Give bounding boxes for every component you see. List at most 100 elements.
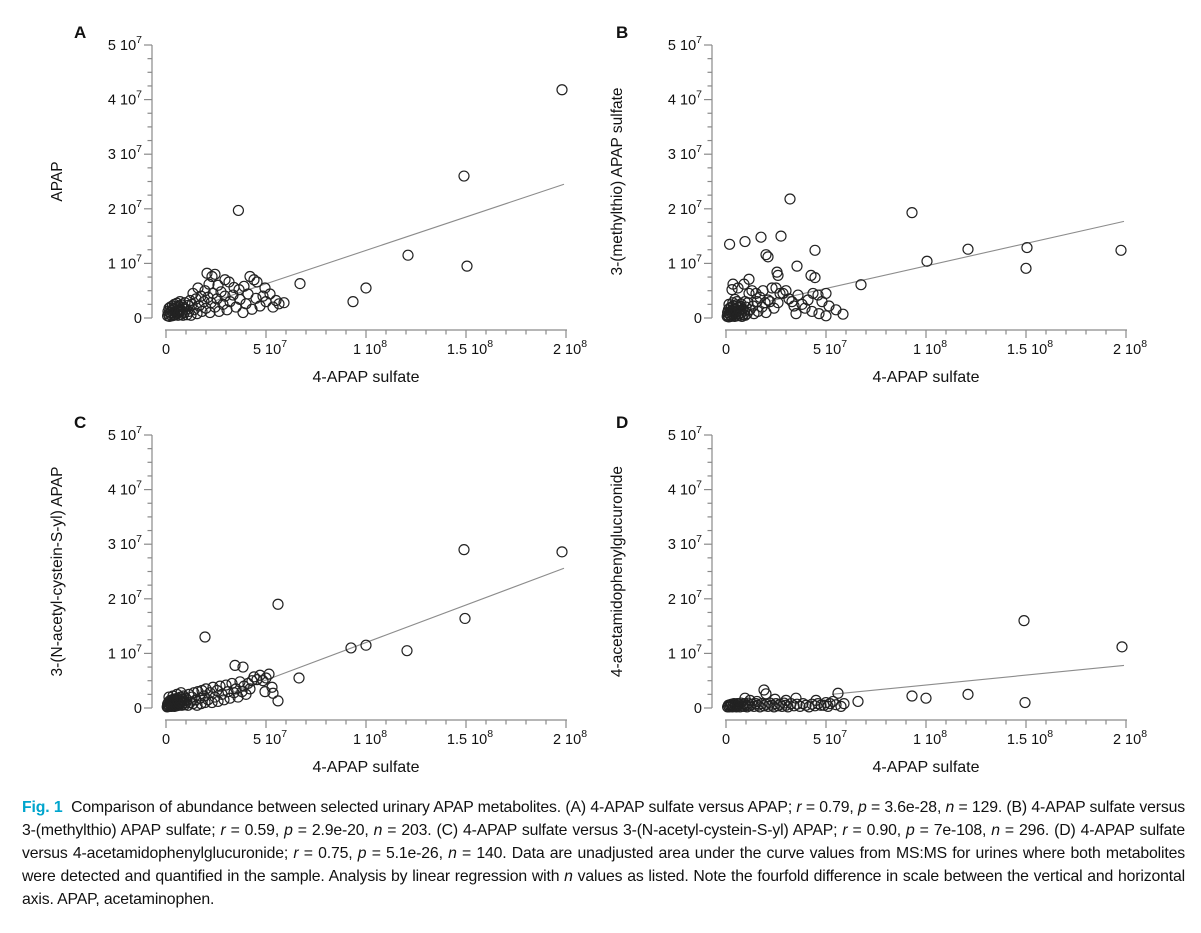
data-point: [556, 546, 568, 558]
x-tick-label: 0: [722, 342, 730, 358]
data-point: [855, 279, 867, 291]
data-point: [345, 642, 357, 654]
caption-text: p: [905, 822, 915, 839]
data-point: [556, 84, 568, 96]
data-point: [1019, 696, 1031, 709]
y-tick-label: 5 107: [668, 34, 702, 54]
y-tick-label: 3 107: [108, 143, 142, 163]
data-point: [459, 612, 471, 625]
data-point: [192, 282, 204, 294]
data-point: [461, 260, 473, 272]
data-point: [727, 297, 739, 309]
x-tick-label: 5 107: [253, 338, 287, 358]
x-tick-label: 2 108: [1113, 338, 1147, 358]
x-tick-label: 1 108: [353, 728, 387, 748]
fit-line: [831, 664, 1125, 695]
data-point: [278, 297, 290, 309]
data-point: [257, 290, 269, 302]
caption-text: n: [564, 868, 573, 885]
y-tick-label: 1 107: [108, 252, 142, 272]
fit-line: [221, 567, 565, 698]
data-point: [272, 598, 284, 610]
data-point: [824, 698, 836, 710]
data-point: [206, 270, 218, 283]
caption-text: r: [796, 799, 802, 816]
data-point: [791, 698, 803, 710]
figure-caption: Fig. 1 Comparison of abundance between s…: [22, 796, 1185, 911]
panel-label: B: [616, 23, 628, 42]
y-tick-label: 4 107: [668, 89, 702, 109]
x-tick-label: 0: [162, 732, 170, 748]
data-point: [755, 231, 767, 243]
data-point: [962, 688, 974, 700]
caption-text: n: [373, 822, 383, 839]
y-axis: 0 1 107 2 107 3 107 4 107 5 107: [668, 424, 713, 717]
x-axis-title: 4-APAP sulfate: [872, 759, 979, 776]
data-point: [750, 287, 762, 300]
data-point: [199, 285, 211, 297]
data-point: [732, 282, 744, 294]
x-tick-label: 1.5 108: [1007, 728, 1053, 748]
y-tick-label: 5 107: [108, 424, 142, 444]
data-point: [809, 271, 821, 284]
data-point: [267, 687, 279, 699]
y-axis: 0 1 107 2 107 3 107 4 107 5 107: [668, 34, 713, 327]
data-point: [232, 204, 244, 217]
data-point: [738, 278, 750, 290]
data-point: [820, 287, 832, 300]
data-point: [744, 694, 756, 706]
data-point: [178, 690, 190, 702]
data-point: [813, 308, 825, 320]
data-point: [203, 278, 215, 290]
x-axis: 0 5 107 1 108 1.5 108 2 108: [722, 719, 1147, 748]
data-point: [921, 255, 933, 267]
data-point: [293, 672, 305, 684]
data-point: [784, 193, 796, 205]
data-point: [250, 292, 262, 304]
data-point: [1116, 641, 1128, 653]
data-point: [807, 287, 819, 300]
fit-line: [215, 183, 565, 302]
data-point: [294, 278, 306, 290]
data-point: [257, 675, 269, 687]
data-point: [1115, 244, 1127, 256]
caption-text: = 0.59,: [225, 822, 285, 839]
data-point: [790, 308, 802, 320]
panel-label: D: [616, 413, 628, 432]
x-axis: 0 5 107 1 108 1.5 108 2 108: [722, 329, 1147, 358]
y-tick-label: 3 107: [668, 143, 702, 163]
x-axis-title: 4-APAP sulfate: [872, 369, 979, 386]
data-point: [760, 688, 772, 700]
data-point: [347, 296, 359, 308]
data-point: [199, 696, 211, 709]
data-point: [852, 695, 864, 708]
data-point: [780, 699, 792, 711]
data-point: [244, 270, 256, 283]
y-axis-title: 3-(N-acetyl-cystein-S-yl) APAP: [49, 467, 66, 677]
caption-text: r: [842, 822, 848, 839]
data-point: [820, 310, 832, 322]
x-axis: 0 5 107 1 108 1.5 108 2 108: [162, 329, 587, 358]
caption-text: p: [858, 799, 867, 816]
y-axis: 0 1 107 2 107 3 107 4 107 5 107: [108, 424, 153, 717]
y-tick-label: 5 107: [668, 424, 702, 444]
data-point: [402, 249, 414, 261]
data-point: [254, 669, 266, 681]
scatter-plot-c: C 0 1 107 2 107 3 107 4 107 5 107 0 5 107 1 108 1.…: [49, 413, 587, 776]
data-point: [837, 308, 849, 320]
data-point: [838, 698, 850, 710]
data-point: [764, 296, 776, 308]
data-point: [799, 302, 811, 314]
caption-text: = 2.9e-20,: [292, 822, 374, 839]
data-point: [198, 690, 210, 702]
data-point: [906, 207, 918, 219]
data-point: [1020, 262, 1032, 274]
scatter-plot-a: A 0 1 107 2 107 3 107 4 107 5 107 0 5 107 1 108 1.…: [49, 23, 587, 386]
data-point: [775, 230, 787, 242]
data-point: [762, 294, 774, 306]
data-point: [832, 687, 844, 699]
data-point: [230, 301, 242, 313]
caption-text: values as listed. Note the fourfold diff…: [22, 868, 1185, 908]
data-point: [906, 690, 918, 702]
y-tick-label: 1 107: [668, 642, 702, 662]
